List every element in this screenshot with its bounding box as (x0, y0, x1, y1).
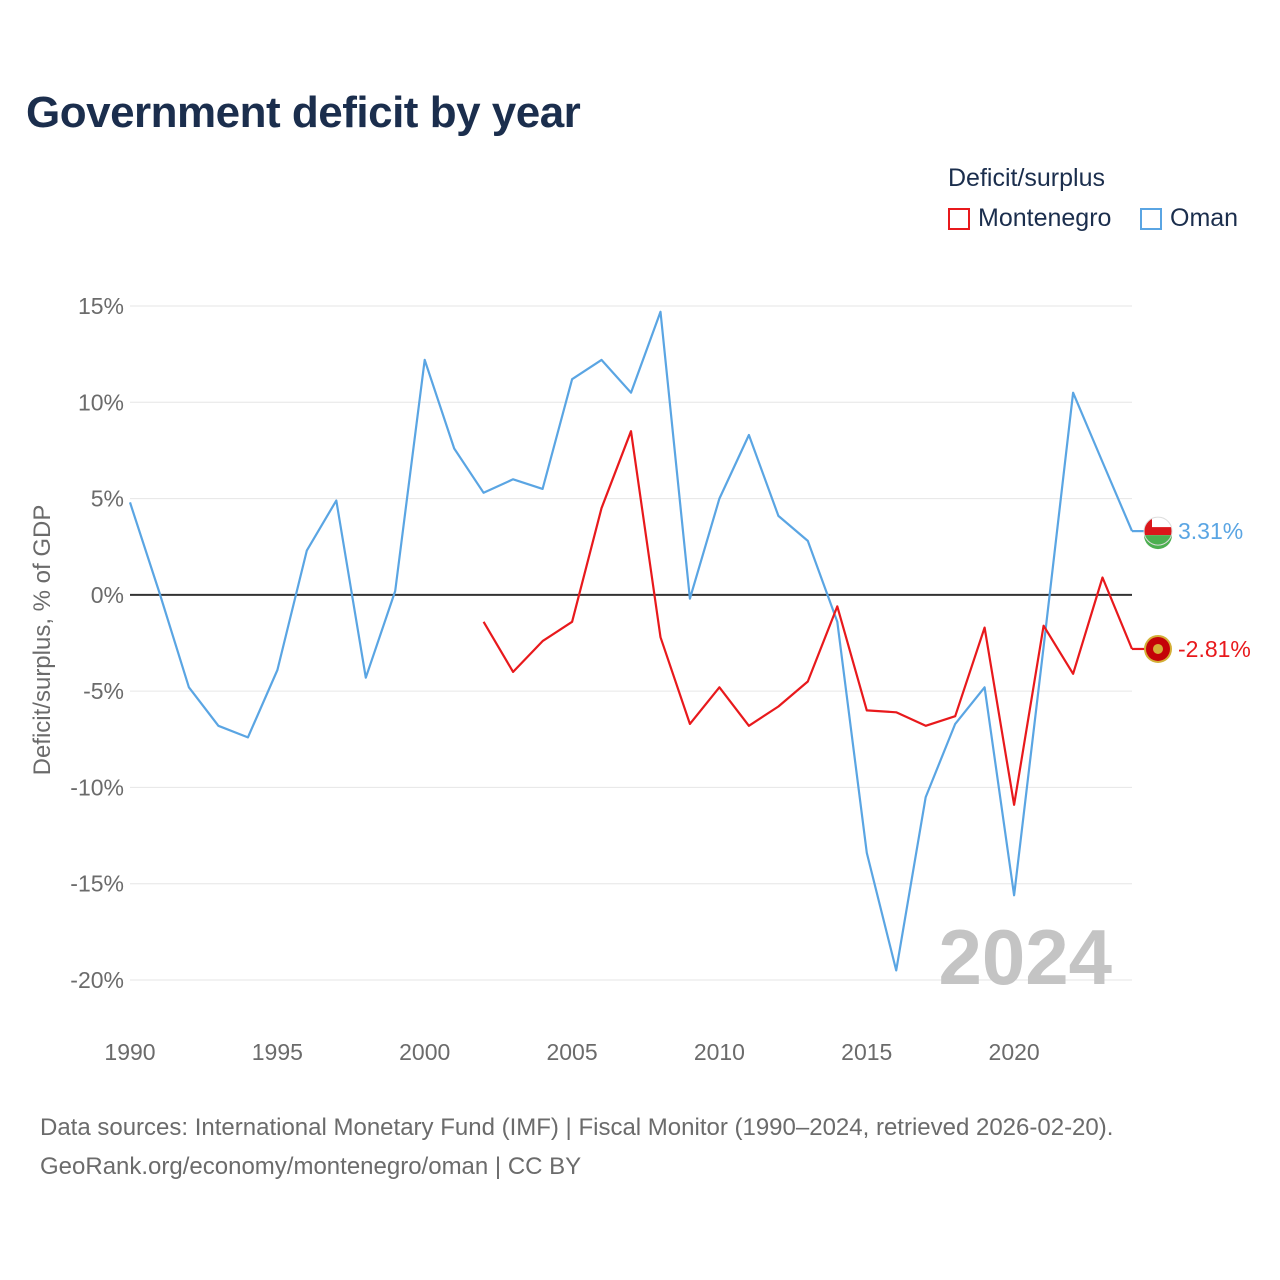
x-tick-label: 2020 (989, 1039, 1040, 1065)
flag-stripe-green (1144, 535, 1172, 550)
end-markers: 3.31% -2.81% (1132, 516, 1251, 663)
flag-hoist-red (1144, 517, 1158, 532)
data-source: Data sources: International Monetary Fun… (40, 1108, 1113, 1186)
legend-label-oman: Oman (1170, 204, 1239, 232)
y-tick-label: 10% (78, 389, 124, 415)
legend-title: Deficit/surplus (948, 164, 1105, 192)
y-tick-label: -10% (70, 774, 124, 800)
y-tick-label: 5% (91, 486, 124, 512)
y-tick-label: -5% (83, 678, 124, 704)
x-axis-ticks: 1990 1995 2000 2005 2010 2015 2020 (104, 1039, 1039, 1065)
x-tick-label: 2005 (546, 1039, 597, 1065)
year-watermark: 2024 (938, 913, 1112, 1001)
flag-icon-montenegro (1144, 634, 1172, 663)
flag-stripe-red (1144, 527, 1172, 536)
legend-item-oman[interactable]: Oman (1140, 204, 1238, 233)
x-tick-label: 1995 (252, 1039, 303, 1065)
series-lines (128, 310, 1134, 972)
y-tick-label: -20% (70, 967, 124, 993)
y-axis-label: Deficit/surplus, % of GDP (29, 505, 56, 776)
x-tick-label: 2010 (694, 1039, 745, 1065)
flag-icon-oman (1143, 516, 1173, 550)
end-value-label-oman: 3.31% (1178, 518, 1243, 544)
legend-swatch-oman (1140, 207, 1162, 230)
legend-swatch-montenegro (948, 207, 970, 230)
legend-item-montenegro[interactable]: Montenegro (948, 204, 1111, 233)
gridlines (130, 305, 1132, 981)
flag-outline (1143, 516, 1173, 546)
y-tick-label: -15% (70, 871, 124, 897)
end-value-label-montenegro: -2.81% (1178, 636, 1251, 662)
x-tick-label: 1990 (104, 1039, 155, 1065)
series-line-montenegro (482, 430, 1134, 806)
y-axis-ticks: 15% 10% 5% 0% -5% -10% -15% -20% (70, 293, 124, 993)
y-tick-label: 0% (91, 582, 124, 608)
x-tick-label: 2015 (841, 1039, 892, 1065)
chart-title: Government deficit by year (26, 88, 581, 137)
source-line-2: GeoRank.org/economy/montenegro/oman | CC… (40, 1153, 582, 1180)
series-line-oman (128, 310, 1134, 972)
y-tick-label: 15% (78, 293, 124, 319)
x-tick-label: 2000 (399, 1039, 450, 1065)
source-line-1: Data sources: International Monetary Fun… (40, 1114, 1114, 1141)
flag-emblem (1153, 643, 1163, 654)
legend-label-montenegro: Montenegro (978, 204, 1112, 232)
